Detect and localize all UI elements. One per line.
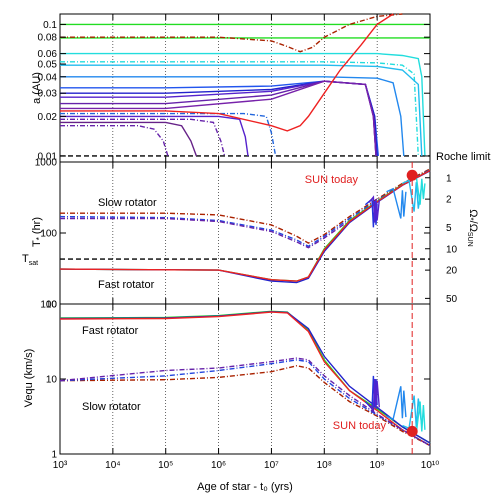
top-ytick-label: 0.06 — [38, 49, 58, 60]
middle-sun-marker — [406, 169, 418, 181]
sun-today-label-middle: SUN today — [305, 174, 359, 186]
top-series-16 — [60, 13, 403, 53]
top-ytick-label: 0.1 — [43, 20, 57, 31]
top-series-5 — [60, 76, 405, 157]
bottom-xtick-label: 10⁶ — [211, 460, 226, 471]
middle-series-2 — [60, 169, 431, 249]
middle-series-7 — [368, 195, 380, 223]
tsat-subscript: sat — [29, 260, 38, 267]
bottom-series-4 — [59, 359, 431, 447]
middle-ytick-label: 100 — [40, 229, 57, 240]
top-series-10 — [60, 80, 377, 157]
top-series-4 — [60, 64, 423, 157]
bottom-sun-marker — [406, 425, 418, 437]
bottom-ytick-label: 10 — [46, 375, 58, 386]
middle-ylabel: T* (hr) — [31, 217, 44, 247]
bottom-series-2 — [59, 311, 431, 447]
tsat-label: Tsat — [22, 253, 38, 267]
top-ytick-label: 0.05 — [38, 60, 58, 71]
bottom-series-7 — [368, 378, 380, 413]
top-series-3 — [60, 61, 419, 157]
middle-y2tick-label: 2 — [446, 195, 452, 206]
top-series-17 — [60, 13, 394, 132]
top-series-8 — [60, 80, 377, 157]
top-ytick-label: 0.01 — [38, 151, 58, 162]
top-series-9 — [60, 80, 377, 157]
middle-series-9 — [402, 179, 423, 212]
bottom-xtick-label: 10⁴ — [105, 460, 120, 471]
middle-series-1 — [59, 169, 431, 248]
bottom-series-3 — [59, 365, 431, 447]
middle-series-3 — [59, 169, 431, 282]
bottom-xtick-label: 10⁹ — [369, 460, 384, 471]
middle-ytick-label: 1000 — [35, 158, 58, 169]
bottom-series-5 — [59, 357, 431, 447]
bottom-ylabel: Vequ (km/s) — [23, 349, 35, 408]
bottom-ytick-label: 100 — [40, 300, 57, 311]
top-series-12 — [60, 115, 249, 157]
bottom-xtick-label: 10⁷ — [264, 460, 279, 471]
bottom-series-9 — [402, 395, 423, 430]
top-series-11 — [60, 112, 277, 157]
bottom-xtick-label: 10³ — [53, 460, 68, 471]
middle-series-0 — [60, 168, 431, 244]
slow-rotator-label-bottom: Slow rotator — [82, 401, 141, 413]
middle-ytick-label: 10 — [46, 300, 58, 311]
bottom-xtick-label: 10¹⁰ — [421, 460, 439, 471]
middle-y2tick-label: 10 — [446, 244, 458, 255]
slow-rotator-label-middle: Slow rotator — [98, 197, 157, 209]
fast-rotator-label-middle: Fast rotator — [98, 279, 155, 291]
top-ylabel: a (AU) — [31, 72, 43, 104]
top-ytick-label: 0.04 — [38, 72, 58, 83]
bottom-ytick-label: 1 — [51, 450, 57, 461]
bottom-xtick-label: 10⁵ — [158, 460, 173, 471]
sun-today-label-bottom: SUN today — [333, 420, 387, 432]
top-series-15 — [60, 125, 169, 157]
middle-y2tick-label: 1 — [446, 173, 452, 184]
x-axis-label: Age of star - t₀ (yrs) — [197, 481, 293, 493]
top-ytick-label: 0.08 — [38, 33, 58, 44]
top-ytick-label: 0.02 — [38, 112, 58, 123]
middle-series-8 — [386, 187, 407, 219]
top-series-13 — [60, 118, 226, 157]
top-series-6 — [60, 80, 379, 157]
middle-y2tick-label: 50 — [446, 294, 458, 305]
roche-limit-label: Roche limit — [436, 151, 490, 163]
top-series-2 — [60, 52, 426, 157]
top-ytick-label: 0.03 — [38, 89, 58, 100]
middle-y2label: Ω*/ΩSUN — [466, 209, 479, 246]
middle-y2tick-label: 5 — [446, 223, 452, 234]
bottom-xtick-label: 10⁸ — [317, 460, 332, 471]
middle-series-4 — [59, 170, 431, 284]
top-series-14 — [60, 121, 198, 157]
fast-rotator-label-bottom: Fast rotator — [82, 325, 139, 337]
middle-y2tick-label: 20 — [446, 266, 458, 277]
bottom-series-8 — [386, 386, 407, 421]
middle-series-5 — [59, 169, 431, 282]
